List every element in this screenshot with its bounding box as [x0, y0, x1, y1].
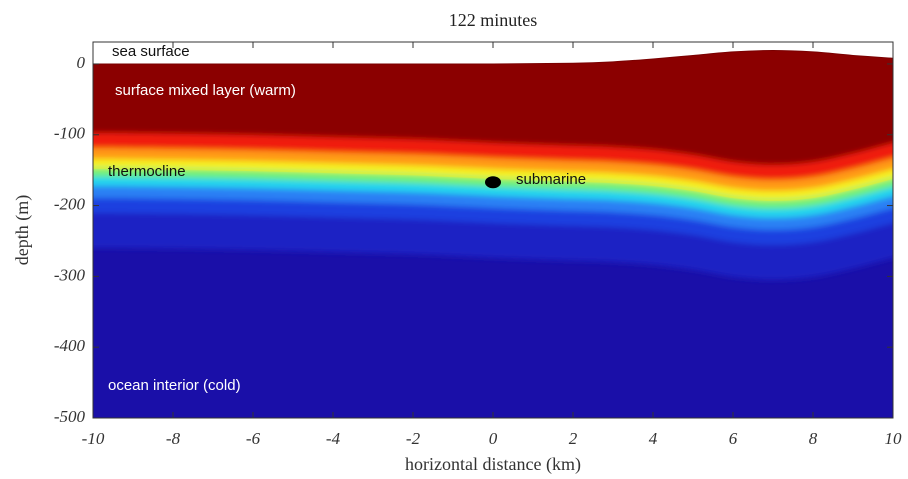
plot-area: submarine sea surface surface mixed layer … — [93, 42, 893, 418]
x-tick-label: -4 — [326, 429, 341, 448]
air — [93, 42, 893, 65]
submarine-label: submarine — [516, 171, 586, 188]
axes: -10 -8 -6 -4 -2 0 2 4 6 8 10 -500 -400 -300 -200 -100 0 — [54, 41, 903, 448]
thermal-bands — [93, 42, 893, 280]
thermal-band — [93, 42, 893, 165]
x-tick-label: 0 — [489, 429, 498, 448]
submarine — [485, 176, 501, 189]
y-tick-label: -300 — [54, 265, 86, 284]
x-tick-label: 10 — [885, 429, 903, 448]
x-tick-label: -2 — [406, 429, 421, 448]
sea-surface — [93, 49, 893, 65]
x-axis-label: horizontal distance (km) — [405, 454, 581, 475]
x-tick-label: 6 — [729, 429, 738, 448]
overlay: submarine sea surface surface mixed layer … — [93, 42, 893, 394]
annotation: sea surface — [112, 43, 190, 60]
annotation: ocean interior (cold) — [108, 377, 241, 394]
x-tick-label: -10 — [82, 429, 105, 448]
x-tick-label: 4 — [649, 429, 658, 448]
y-tick-label: -200 — [54, 194, 86, 213]
x-tick-label: -6 — [246, 429, 261, 448]
y-tick-label: -500 — [54, 407, 86, 426]
x-tick-label: 2 — [569, 429, 578, 448]
annotation: thermocline — [108, 163, 186, 180]
y-axis-label: depth (m) — [12, 195, 33, 265]
x-tick-label: 8 — [809, 429, 818, 448]
y-tick-label: -400 — [54, 336, 86, 355]
thermocline-line — [93, 167, 893, 201]
y-tick-label: 0 — [77, 53, 86, 72]
chart-title: 122 minutes — [449, 10, 538, 30]
x-tick-label: -8 — [166, 429, 181, 448]
y-tick-label: -100 — [54, 124, 86, 143]
annotation: surface mixed layer (warm) — [115, 82, 296, 99]
